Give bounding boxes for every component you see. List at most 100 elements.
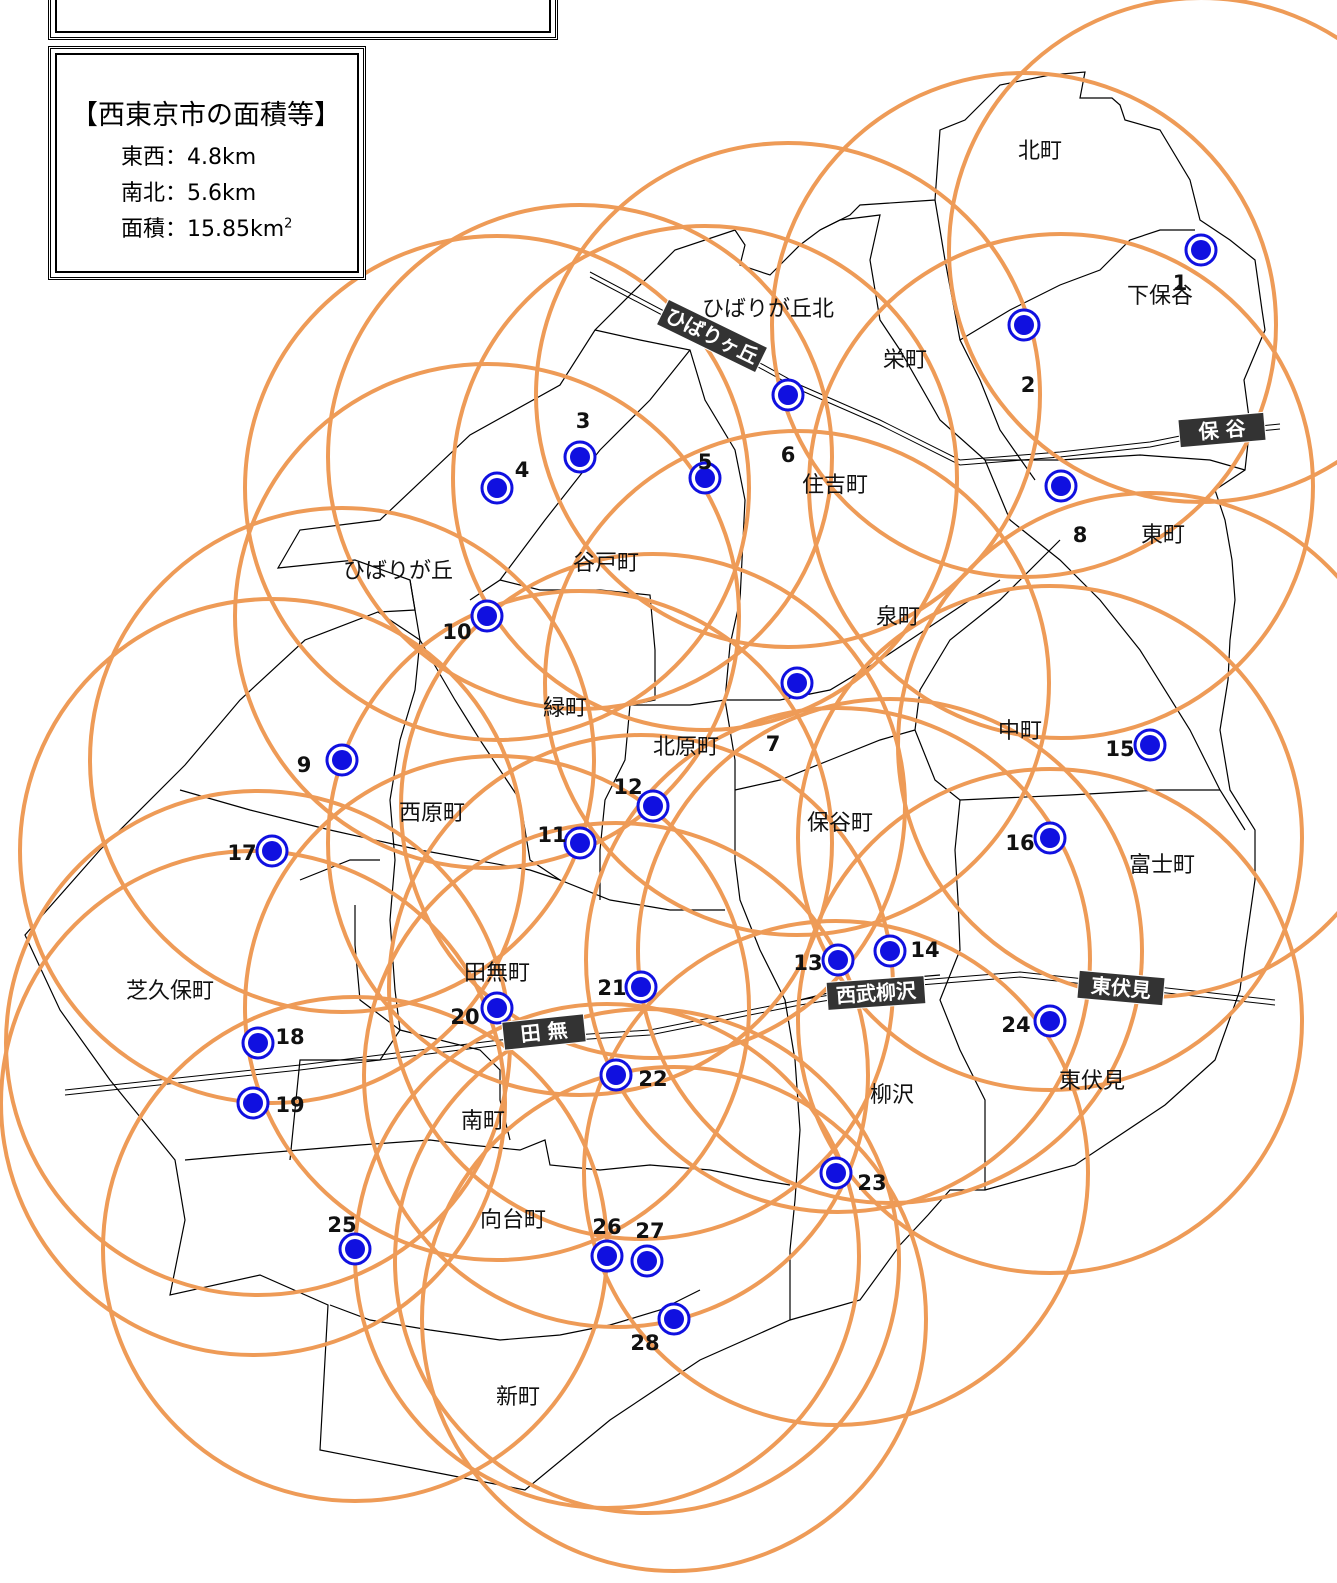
- site-number-18: 18: [275, 1025, 304, 1049]
- town-label: 北原町: [653, 735, 719, 760]
- info-north-south: 南北：5.6km: [121, 181, 257, 206]
- site-marker-17: [255, 834, 289, 868]
- site-marker-8: [1044, 469, 1078, 503]
- town-label: 東町: [1141, 523, 1185, 548]
- site-number-20: 20: [450, 1005, 479, 1029]
- area-info-box: 【西東京市の面積等】 東西：4.8km 南北：5.6km 面積：15.85km2: [48, 46, 366, 280]
- site-marker-1: [1184, 233, 1218, 267]
- site-number-1: 1: [1173, 271, 1188, 295]
- site-marker-23: [819, 1156, 853, 1190]
- site-marker-11: [563, 826, 597, 860]
- site-number-7: 7: [766, 732, 781, 756]
- info-title: 【西東京市の面積等】: [71, 100, 341, 131]
- coverage-circle-7: [543, 429, 1051, 937]
- site-number-28: 28: [630, 1331, 659, 1355]
- station-label: 保 谷: [1177, 411, 1267, 449]
- station-name: 保 谷: [1197, 416, 1248, 444]
- site-number-14: 14: [910, 938, 939, 962]
- site-number-26: 26: [592, 1215, 621, 1239]
- site-number-13: 13: [793, 951, 822, 975]
- town-label: 下保谷: [1127, 284, 1193, 309]
- site-number-3: 3: [576, 409, 591, 433]
- site-number-11: 11: [537, 823, 566, 847]
- site-number-5: 5: [698, 450, 713, 474]
- coverage-circle-3: [326, 203, 834, 711]
- coverage-circle-22: [362, 821, 870, 1329]
- coverage-circle-16: [796, 584, 1304, 1092]
- town-label: 柳沢: [870, 1083, 914, 1108]
- site-marker-9: [325, 743, 359, 777]
- station-label: 田 無: [501, 1013, 587, 1051]
- coverage-circle-19: [0, 849, 507, 1357]
- info-area-value: 面積：15.85km: [121, 217, 285, 242]
- site-number-16: 16: [1005, 831, 1034, 855]
- site-number-22: 22: [638, 1067, 667, 1091]
- coverage-circle-27: [393, 1007, 901, 1515]
- town-label: 谷戸町: [573, 551, 639, 576]
- town-label: 中町: [998, 719, 1042, 744]
- site-number-6: 6: [781, 443, 796, 467]
- coverage-circle-20: [243, 754, 751, 1262]
- town-label: 南町: [461, 1109, 505, 1134]
- town-label: 保谷町: [807, 811, 873, 836]
- town-label: 住吉町: [802, 473, 868, 498]
- town-label: 新町: [496, 1385, 540, 1410]
- town-label: ひばりが丘北: [702, 297, 834, 322]
- info-east-west: 東西：4.8km: [121, 145, 257, 170]
- coverage-circle-11: [326, 589, 834, 1097]
- info-area-superscript: 2: [284, 216, 293, 232]
- site-number-12: 12: [613, 775, 642, 799]
- site-markers: [236, 233, 1218, 1336]
- site-marker-28: [657, 1302, 691, 1336]
- site-number-10: 10: [442, 620, 471, 644]
- coverage-circle-17: [18, 597, 526, 1105]
- coverage-circle-13: [584, 706, 1092, 1214]
- town-label: 田無町: [464, 961, 530, 986]
- coverage-circle-24: [796, 767, 1304, 1275]
- station-label: 東伏見: [1076, 969, 1166, 1007]
- site-number-24: 24: [1001, 1013, 1030, 1037]
- town-label: 泉町: [876, 605, 920, 630]
- site-number-27: 27: [635, 1219, 664, 1243]
- site-marker-18: [241, 1026, 275, 1060]
- site-marker-14: [873, 934, 907, 968]
- site-number-4: 4: [515, 458, 530, 482]
- site-marker-22: [599, 1058, 633, 1092]
- site-marker-26: [590, 1239, 624, 1273]
- site-number-8: 8: [1073, 523, 1088, 547]
- town-label: 北町: [1018, 139, 1062, 164]
- site-number-19: 19: [275, 1093, 304, 1117]
- site-number-25: 25: [327, 1213, 356, 1237]
- coverage-circle-9: [88, 506, 596, 1014]
- top-panel: [48, 0, 558, 40]
- site-marker-15: [1133, 728, 1167, 762]
- coverage-circle-14: [636, 697, 1144, 1205]
- town-label: 緑町: [543, 696, 587, 721]
- site-number-15: 15: [1105, 737, 1134, 761]
- site-marker-13: [821, 943, 855, 977]
- site-marker-6: [771, 378, 805, 412]
- town-label: 富士町: [1129, 853, 1195, 878]
- town-label: 東伏見: [1059, 1069, 1125, 1094]
- info-area: 面積：15.85km2: [121, 211, 292, 243]
- site-marker-16: [1033, 821, 1067, 855]
- site-marker-4: [480, 471, 514, 505]
- site-marker-20: [480, 991, 514, 1025]
- town-label: 向台町: [480, 1208, 546, 1233]
- town-label: 西原町: [399, 801, 465, 826]
- town-label: 栄町: [883, 348, 927, 373]
- site-marker-12: [636, 789, 670, 823]
- site-number-9: 9: [297, 753, 312, 777]
- coverage-circle-10: [233, 362, 741, 870]
- site-marker-25: [338, 1232, 372, 1266]
- site-marker-10: [470, 599, 504, 633]
- coverage-circle-5: [451, 224, 959, 732]
- coverage-circle-6: [534, 141, 1042, 649]
- site-marker-3: [563, 440, 597, 474]
- town-label: 芝久保町: [126, 979, 214, 1004]
- station-label: 西武柳沢: [825, 975, 927, 1011]
- site-number-21: 21: [597, 976, 626, 1000]
- town-label: ひばりが丘: [343, 559, 453, 584]
